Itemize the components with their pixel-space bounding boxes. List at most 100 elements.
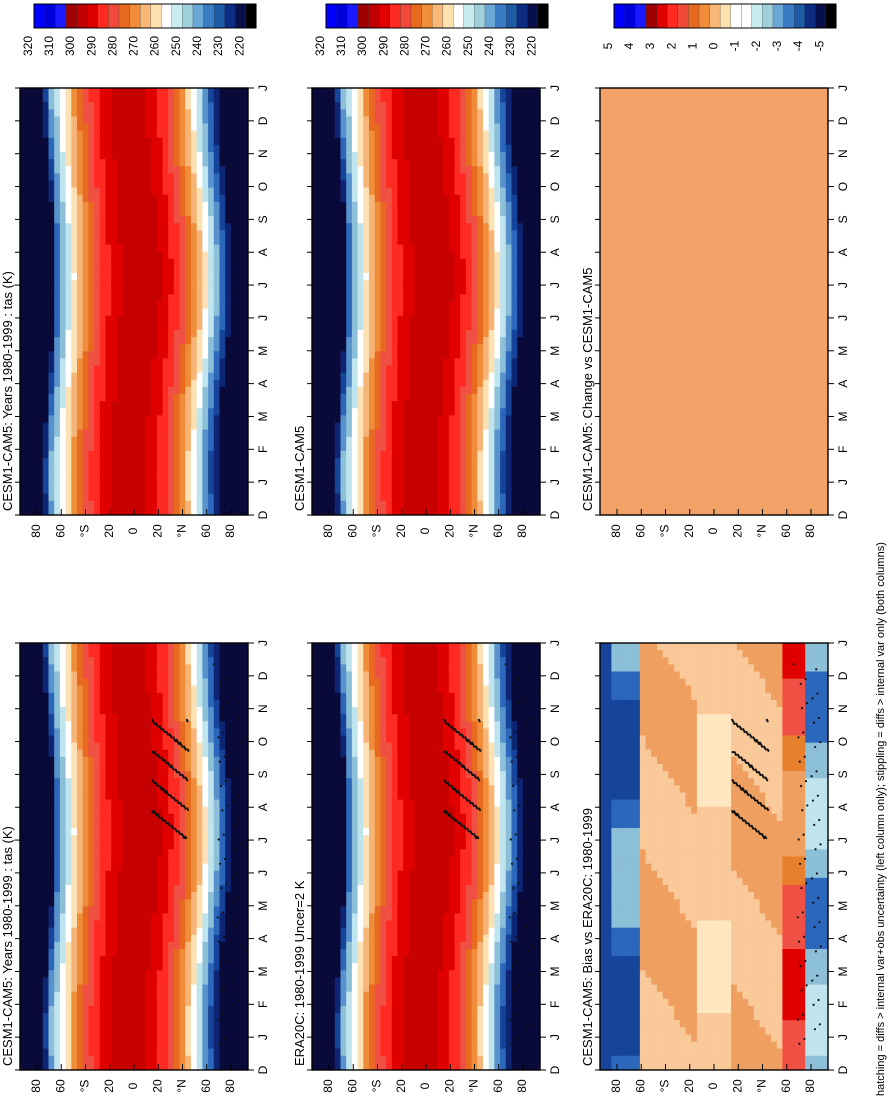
cell [105, 472, 112, 481]
cell [225, 322, 232, 331]
cell [225, 870, 232, 879]
cell [31, 835, 38, 843]
cell [99, 991, 107, 1000]
cell [128, 493, 135, 502]
cell [88, 130, 95, 139]
cell [94, 856, 101, 865]
cell [208, 735, 215, 744]
cell [99, 251, 107, 260]
cell [242, 970, 248, 979]
cell [156, 422, 164, 431]
cell [20, 685, 27, 694]
cell [71, 458, 78, 466]
cell [185, 863, 192, 872]
cell [25, 650, 32, 658]
cell [116, 479, 124, 488]
cell [151, 899, 158, 907]
cell [191, 941, 198, 950]
cell [71, 472, 78, 481]
cell [191, 721, 198, 729]
cell [25, 472, 32, 481]
cell [31, 422, 38, 431]
cell [54, 970, 61, 979]
cell [219, 991, 226, 1000]
cell [37, 842, 44, 850]
cell [20, 244, 27, 253]
cell [31, 130, 38, 139]
cell [230, 422, 238, 431]
cell [37, 749, 44, 758]
cell [88, 500, 95, 509]
stipple-dot [167, 793, 170, 797]
cell [213, 799, 221, 808]
cell [48, 287, 55, 295]
cell [202, 436, 209, 445]
cell [179, 429, 186, 438]
cell [208, 173, 215, 182]
cell [225, 1005, 232, 1014]
cell [191, 436, 198, 445]
cell [82, 401, 89, 409]
cell [208, 244, 215, 253]
cell [225, 657, 232, 665]
cell [105, 742, 112, 751]
cell [71, 344, 78, 352]
cell [31, 1055, 38, 1064]
cell [82, 785, 89, 794]
cell [77, 884, 84, 893]
cell [59, 294, 67, 303]
cell [54, 137, 61, 146]
cell [128, 180, 135, 189]
cell [191, 664, 198, 673]
cell [168, 1005, 175, 1014]
cell [139, 251, 146, 260]
cell [173, 728, 181, 737]
cell [59, 863, 67, 872]
cell [134, 337, 141, 345]
cell [31, 216, 38, 224]
cell [82, 756, 89, 765]
cell [54, 329, 61, 338]
cell [139, 88, 146, 96]
cell [202, 237, 209, 246]
cell [42, 721, 50, 729]
cell [230, 941, 238, 950]
cell [162, 977, 169, 986]
cell [77, 472, 84, 481]
cell [128, 927, 135, 936]
cell [242, 1005, 248, 1014]
cell [59, 828, 67, 836]
cell [179, 721, 186, 729]
cell [54, 287, 61, 295]
cell [168, 721, 175, 729]
cell [230, 998, 238, 1007]
cell [20, 1020, 27, 1028]
cell [54, 216, 61, 224]
cell [236, 201, 243, 210]
cell [94, 1013, 101, 1021]
cell [134, 927, 141, 936]
cell [42, 465, 50, 473]
cell [71, 194, 78, 203]
cell [139, 1034, 146, 1043]
cell [191, 465, 198, 473]
cell [20, 109, 27, 118]
cell [122, 450, 129, 459]
cell [99, 920, 107, 929]
cell [202, 977, 209, 986]
cell [230, 351, 238, 360]
cell [202, 1062, 209, 1070]
stipple-dot [158, 756, 161, 759]
cell [196, 123, 203, 132]
cell [173, 763, 181, 772]
cell [77, 394, 84, 402]
cell [179, 116, 186, 125]
cell [191, 472, 198, 481]
cell [145, 849, 152, 858]
cell [156, 906, 164, 915]
cell [219, 88, 226, 96]
cell [25, 1048, 32, 1057]
cell [242, 692, 248, 701]
cell [162, 1027, 169, 1036]
cell [128, 294, 135, 303]
